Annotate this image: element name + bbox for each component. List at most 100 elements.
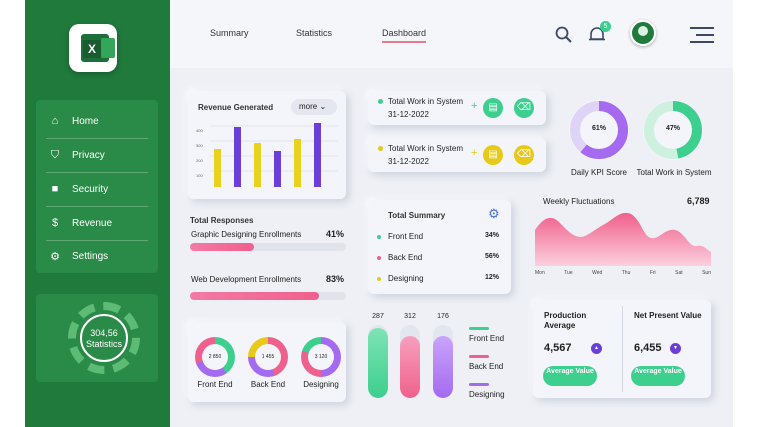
avatar[interactable]: [630, 20, 656, 46]
metric-value: 4,567: [544, 342, 572, 354]
response-label: Graphic Designing Enrollments: [191, 230, 302, 239]
donut-designing: 3 120: [301, 337, 341, 377]
divider: [46, 172, 148, 173]
metric-title: Net Present Value: [634, 311, 702, 320]
bar: [234, 127, 241, 187]
response-percent: 83%: [326, 274, 345, 284]
excel-letter: X: [83, 40, 101, 58]
summary-title: Total Summary: [388, 211, 446, 220]
work-card-date: 31-12-2022: [388, 157, 429, 166]
home-icon: ⌂: [51, 115, 59, 127]
trash-icon[interactable]: ⌫: [514, 98, 534, 118]
clipboard-icon[interactable]: ▤: [483, 98, 503, 118]
gear-icon[interactable]: ⚙: [488, 206, 500, 221]
tab-dashboard[interactable]: Dashboard: [382, 28, 427, 43]
day-label: Mon: [535, 270, 545, 276]
donut-label: Front End: [197, 380, 233, 389]
tab-statistics[interactable]: Statistics: [296, 28, 333, 38]
bar: [294, 139, 301, 187]
day-label: Sat: [675, 270, 683, 276]
average-value-button[interactable]: Average Value: [543, 366, 597, 386]
chevron-down-icon: ⌄: [319, 102, 327, 111]
legend-dot: [377, 277, 381, 281]
status-dot: [378, 99, 383, 104]
summary-value: 56%: [485, 253, 500, 260]
work-card: Total Work in System 31-12-2022 + ▤ ⌫: [368, 138, 546, 172]
day-label: Wed: [592, 270, 603, 276]
hamburger-menu-icon[interactable]: [690, 27, 714, 43]
weekly-x-axis: Mon Tue Wed Thu Fri Sat Sun: [535, 270, 711, 276]
sidebar-item-label: Revenue: [72, 217, 113, 229]
summary-value: 34%: [485, 232, 500, 239]
arrow-up-icon: ▲: [591, 343, 602, 354]
statistics-ring: [68, 302, 140, 374]
progress-fill: [190, 292, 320, 300]
kpi-label: Total Work in System: [636, 168, 712, 177]
divider: [46, 206, 148, 207]
bar: [274, 151, 281, 187]
search-icon[interactable]: [555, 26, 573, 44]
sidebar-item-label: Home: [72, 115, 99, 127]
tube-value: 176: [437, 313, 449, 320]
gear-icon: ⚙: [50, 250, 60, 263]
sidebar-item-revenue[interactable]: $ Revenue: [46, 208, 146, 238]
sidebar-item-privacy[interactable]: ⛉ Privacy: [46, 140, 146, 170]
response-label: Web Development Enrollments: [191, 275, 302, 284]
summary-label: Front End: [388, 232, 424, 241]
excel-logo[interactable]: X: [69, 24, 117, 72]
notification-badge: 5: [600, 21, 611, 32]
donut-value: 1 455: [255, 344, 281, 370]
sidebar: X ⌂ Home ⛉ Privacy ■ Security $ Revenue ⚙ Set…: [25, 0, 170, 427]
day-label: Sun: [702, 270, 711, 276]
revenue-bar-chart: [210, 123, 338, 187]
trash-icon[interactable]: ⌫: [514, 145, 534, 165]
summary-label: Back End: [388, 253, 423, 262]
donut-value: 2 850: [202, 344, 228, 370]
sidebar-item-security[interactable]: ■ Security: [46, 174, 146, 204]
day-label: Tue: [564, 270, 573, 276]
donuts-card: 2 850 Front End 1 455 Back End 3 120 Des…: [188, 322, 346, 402]
clipboard-icon[interactable]: ▤: [483, 145, 503, 165]
bell-icon[interactable]: [588, 26, 606, 44]
average-value-button[interactable]: Average Value: [631, 366, 685, 386]
tube-fill-front-end: [368, 328, 388, 398]
sidebar-item-home[interactable]: ⌂ Home: [46, 106, 146, 136]
donut-front-end: 2 850: [195, 337, 235, 377]
y-tick: 300: [196, 143, 203, 148]
sidebar-item-label: Privacy: [72, 149, 105, 161]
tube-track: [368, 325, 388, 398]
donut-label: Back End: [250, 380, 286, 389]
tube-fill-designing: [433, 336, 453, 398]
statistics-value: 304,56: [90, 328, 118, 338]
divider: [622, 306, 623, 392]
tube-fill-back-end: [400, 336, 420, 398]
tube-track: [400, 325, 420, 398]
statistics-label: Statistics: [85, 339, 122, 349]
kpi-label: Daily KPI Score: [570, 168, 628, 177]
summary-label: Designing: [388, 274, 424, 283]
tube-legend-label: Back End: [469, 362, 504, 371]
sidebar-item-settings[interactable]: ⚙ Settings: [46, 241, 146, 271]
arrow-down-icon: ▼: [670, 343, 681, 354]
divider: [46, 240, 148, 241]
y-tick: 100: [196, 173, 203, 178]
kpi-ring: [643, 100, 703, 160]
plus-icon: +: [471, 147, 478, 159]
metrics-card: Production Average 4,567 ▲ Average Value…: [533, 300, 711, 398]
bar: [214, 149, 221, 187]
work-card-title: Total Work in System: [388, 97, 463, 106]
tab-summary[interactable]: Summary: [210, 28, 249, 38]
legend-swatch: [469, 355, 489, 358]
dollar-icon: $: [51, 217, 59, 229]
bar: [254, 143, 261, 187]
more-dropdown[interactable]: more ⌄: [291, 99, 337, 115]
y-tick: 200: [196, 158, 203, 163]
donut-back-end: 1 455: [248, 337, 288, 377]
progress-track: [190, 243, 346, 251]
legend-dot: [377, 235, 381, 239]
bar: [314, 123, 321, 187]
metric-value: 6,455: [634, 342, 662, 354]
sidebar-item-label: Security: [72, 183, 109, 195]
tube-value: 312: [404, 313, 416, 320]
tube-track: [433, 325, 453, 398]
